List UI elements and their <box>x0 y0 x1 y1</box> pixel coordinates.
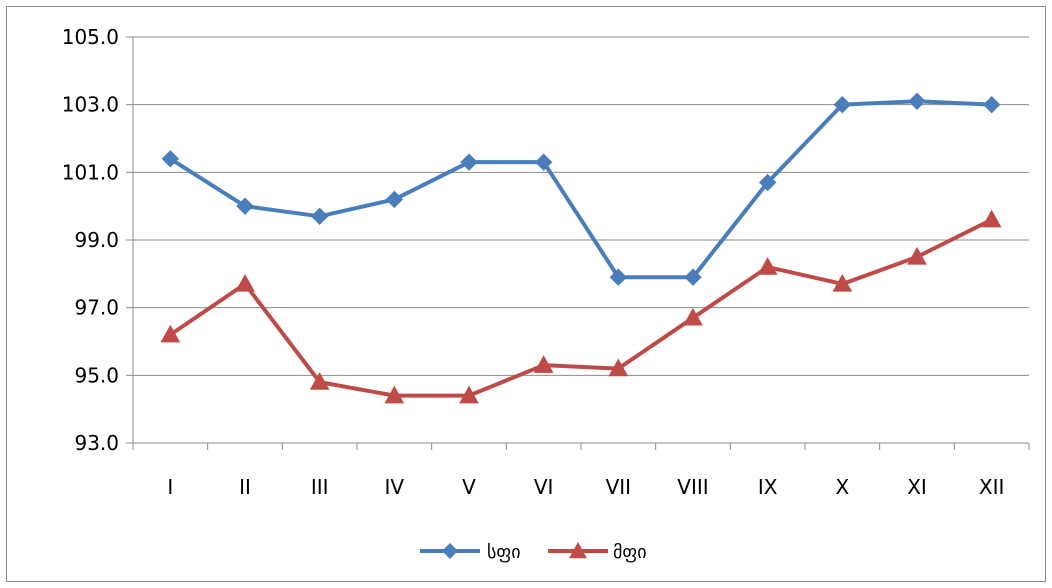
y-tick-label: 93.0 <box>74 431 119 455</box>
data-point-series-1 <box>236 197 254 215</box>
x-tick-label: X <box>835 475 849 499</box>
legend-swatch-marker <box>569 542 587 559</box>
data-point-series-2 <box>608 358 629 377</box>
data-point-series-2 <box>683 307 703 326</box>
x-tick-label: VIII <box>677 475 708 499</box>
y-tick-label: 99.0 <box>74 228 119 252</box>
series-line-2 <box>169 217 993 398</box>
data-point-series-2 <box>384 385 405 404</box>
x-tick-label: XII <box>979 475 1005 499</box>
legend-label: მფი <box>613 542 647 563</box>
x-tick-label: IV <box>385 475 405 499</box>
data-point-series-1 <box>534 153 553 171</box>
x-tick-label: III <box>311 475 329 499</box>
data-point-series-1 <box>310 207 329 226</box>
data-point-series-2 <box>832 273 853 292</box>
x-tick-label: VI <box>534 475 554 499</box>
data-point-series-1 <box>684 268 702 286</box>
data-point-series-1 <box>833 95 852 114</box>
x-tick-label: II <box>239 475 251 499</box>
data-point-series-1 <box>609 268 628 286</box>
x-tick-label: IX <box>758 475 778 499</box>
y-tick-label: 105.0 <box>62 25 119 49</box>
data-point-series-2 <box>981 209 1002 228</box>
x-tick-label: XI <box>907 475 927 499</box>
data-point-series-2 <box>160 324 181 343</box>
data-point-series-2 <box>309 372 330 390</box>
series-line-1 <box>169 99 992 280</box>
data-point-series-1 <box>982 95 1001 114</box>
x-tick-label: V <box>462 475 476 499</box>
data-point-series-1 <box>161 150 180 168</box>
data-point-series-2 <box>907 246 927 265</box>
x-tick-label: VII <box>606 475 631 499</box>
y-tick-label: 97.0 <box>74 296 119 320</box>
y-tick-label: 101.0 <box>62 160 119 184</box>
data-point-series-1 <box>908 92 926 110</box>
data-point-series-2 <box>533 355 554 373</box>
data-point-series-1 <box>758 173 777 192</box>
legend-label: სფი <box>487 542 521 563</box>
y-tick-label: 103.0 <box>62 93 119 117</box>
data-point-series-2 <box>459 385 479 404</box>
data-point-series-2 <box>757 257 778 275</box>
legend-swatch-marker <box>442 543 458 559</box>
data-point-series-2 <box>235 273 255 292</box>
y-tick-label: 95.0 <box>74 363 119 387</box>
x-tick-label: I <box>167 475 173 499</box>
data-point-series-1 <box>460 153 478 171</box>
data-point-series-1 <box>385 190 404 209</box>
